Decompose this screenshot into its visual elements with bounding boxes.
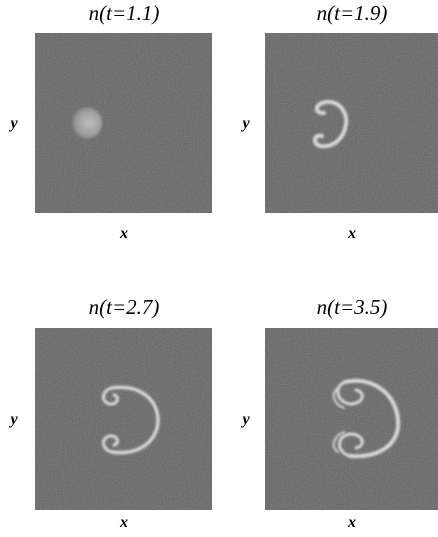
simulation-image: [35, 328, 212, 510]
y-axis-label: y: [8, 115, 18, 132]
panel: n(t=3.5) y x: [240, 295, 438, 531]
panel-title: n(t=1.9): [317, 1, 388, 25]
y-axis-label: y: [8, 411, 18, 428]
simulation-image: [265, 33, 438, 213]
density-front: [102, 385, 160, 455]
simulation-image: [265, 328, 438, 510]
panel: n(t=2.7) y x: [8, 295, 212, 531]
panel-title: n(t=1.1): [89, 1, 160, 25]
y-axis-label: y: [240, 411, 250, 428]
panel-title: n(t=3.5): [317, 295, 388, 319]
x-axis-label: x: [347, 514, 356, 531]
x-axis-label: x: [347, 225, 356, 242]
panel: n(t=1.1) y x: [8, 1, 212, 242]
density-blob: [70, 107, 102, 139]
panel-title: n(t=2.7): [89, 295, 160, 319]
x-axis-label: x: [119, 514, 128, 531]
density-front: [313, 99, 349, 149]
simulation-image: [35, 33, 212, 213]
x-axis-label: x: [119, 225, 128, 242]
y-axis-label: y: [240, 115, 250, 132]
panel: n(t=1.9) y x: [240, 1, 438, 242]
density-front: [332, 378, 401, 459]
